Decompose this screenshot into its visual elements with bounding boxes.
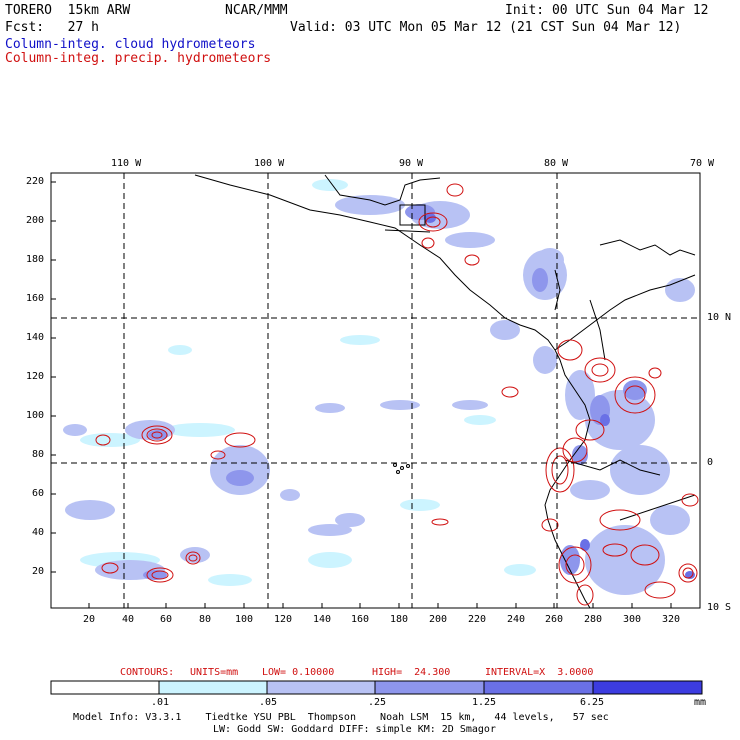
map-frame [50, 172, 701, 609]
y-tick-label: 20 [32, 566, 45, 577]
colorbar-threshold: .05 [259, 697, 278, 708]
model-physics: LW: Godd SW: Goddard DIFF: simple KM: 2D… [213, 724, 496, 735]
contour-units: UNITS=mm [190, 667, 239, 678]
x-tick-label: 240 [507, 614, 526, 625]
x-tick-label: 120 [274, 614, 293, 625]
x-tick-label: 160 [351, 614, 370, 625]
y-tick-label: 60 [32, 488, 45, 499]
lon-label: 70 W [690, 158, 715, 169]
precip-contours [95, 183, 699, 606]
coastlines [194, 174, 696, 609]
x-tick-label: 180 [390, 614, 409, 625]
cloud-field [63, 179, 695, 595]
valid-time: Valid: 03 UTC Mon 05 Mar 12 (21 CST Sun … [290, 20, 682, 35]
lat-label: 10 N [707, 312, 732, 323]
x-tick-label: 80 [199, 614, 212, 625]
y-tick-label: 100 [26, 410, 45, 421]
colorbar-threshold: 1.25 [472, 697, 497, 708]
x-tick-label: 20 [83, 614, 96, 625]
x-tick-label: 60 [160, 614, 173, 625]
lon-label: 90 W [399, 158, 424, 169]
x-tick-label: 300 [623, 614, 642, 625]
colorbar-threshold: 6.25 [580, 697, 605, 708]
contour-high: HIGH= 24.300 [372, 667, 451, 678]
y-tick-label: 160 [26, 293, 45, 304]
x-tick-label: 220 [468, 614, 487, 625]
contour-low: LOW= 0.10000 [262, 667, 335, 678]
model-name: TORERO 15km ARW [5, 3, 131, 18]
colorbar-unit: mm [694, 697, 707, 708]
x-tick-label: 40 [122, 614, 135, 625]
contour-interval: INTERVAL=X 3.0000 [485, 667, 594, 678]
y-tick-label: 220 [26, 176, 45, 187]
legend-precip: Column-integ. precip. hydrometeors [5, 51, 272, 66]
init-time: Init: 00 UTC Sun 04 Mar 12 [505, 3, 709, 18]
y-tick-label: 40 [32, 527, 45, 538]
x-tick-label: 140 [313, 614, 332, 625]
lat-label: 10 S [707, 602, 732, 613]
model-info: Model Info: V3.3.1 Tiedtke YSU PBL Thomp… [73, 712, 609, 723]
colorbar-threshold: .01 [151, 697, 170, 708]
lon-label: 110 W [111, 158, 142, 169]
contour-label: CONTOURS: [120, 667, 175, 678]
y-tick-label: 200 [26, 215, 45, 226]
center-name: NCAR/MMM [225, 3, 288, 18]
y-tick-label: 140 [26, 332, 45, 343]
colorbar-threshold: .25 [368, 697, 387, 708]
legend-cloud: Column-integ. cloud hydrometeors [5, 37, 256, 52]
forecast-hour: Fcst: 27 h [5, 20, 99, 35]
x-tick-label: 100 [235, 614, 254, 625]
x-tick-label: 280 [584, 614, 603, 625]
y-tick-label: 120 [26, 371, 45, 382]
y-tick-label: 80 [32, 449, 45, 460]
x-tick-label: 200 [429, 614, 448, 625]
lon-label: 80 W [544, 158, 569, 169]
x-tick-label: 320 [662, 614, 681, 625]
lat-lon-grid [51, 173, 700, 608]
lat-label: 0 [707, 457, 714, 468]
y-tick-label: 180 [26, 254, 45, 265]
lon-label: 100 W [254, 158, 285, 169]
x-tick-label: 260 [545, 614, 564, 625]
